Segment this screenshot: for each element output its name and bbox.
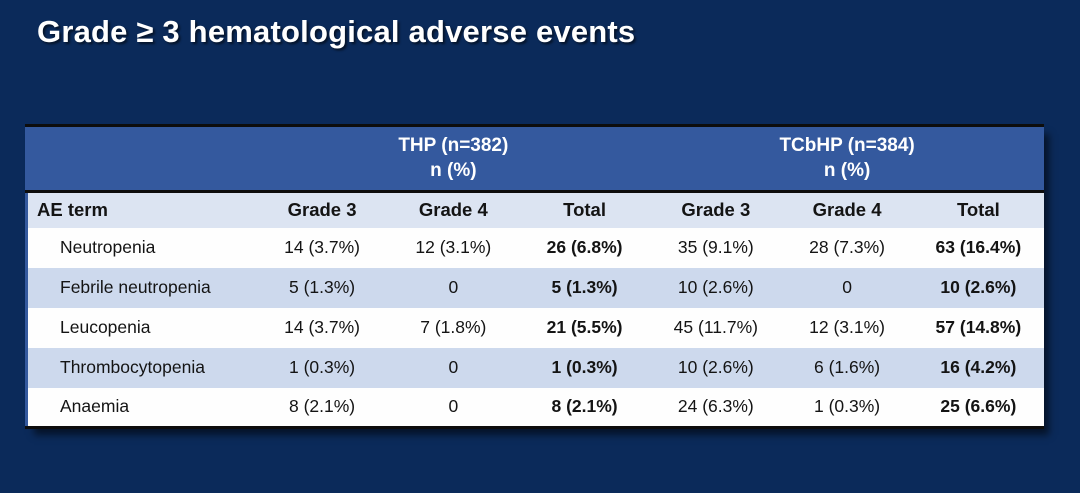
group-sublabel-tcbhp: n (%) [823, 159, 871, 181]
group-label-thp: THP (n=382) [398, 134, 509, 156]
total-cell: 8 (2.1%) [518, 387, 651, 428]
ae-term-cell: Neutropenia [26, 227, 257, 268]
table-row-thrombocytopenia: Thrombocytopenia 1 (0.3%) 0 1 (0.3%) 10 … [26, 347, 1044, 388]
column-header-ae-term: AE term [26, 191, 257, 228]
value-cell: 24 (6.3%) [650, 387, 782, 428]
ae-table: THP (n=382) n (%) TCbHP (n=384) n (%) AE… [25, 124, 1044, 429]
total-cell: 1 (0.3%) [518, 347, 651, 388]
column-header-thp-grade3: Grade 3 [256, 191, 388, 228]
total-cell: 63 (16.4%) [912, 227, 1044, 268]
value-cell: 0 [387, 347, 519, 388]
ae-term-cell: Anaemia [26, 387, 257, 428]
value-cell: 12 (3.1%) [387, 227, 519, 268]
table-row-leucopenia: Leucopenia 14 (3.7%) 7 (1.8%) 21 (5.5%) … [26, 307, 1044, 348]
column-header-tcbhp-grade3: Grade 3 [650, 191, 782, 228]
value-cell: 7 (1.8%) [387, 307, 519, 348]
value-cell: 6 (1.6%) [781, 347, 913, 388]
total-cell: 21 (5.5%) [518, 307, 651, 348]
value-cell: 14 (3.7%) [256, 307, 388, 348]
table-row-neutropenia: Neutropenia 14 (3.7%) 12 (3.1%) 26 (6.8%… [26, 227, 1044, 268]
value-cell: 0 [781, 267, 913, 308]
table-row-anaemia: Anaemia 8 (2.1%) 0 8 (2.1%) 24 (6.3%) 1 … [26, 387, 1044, 428]
value-cell: 0 [387, 387, 519, 428]
group-label-tcbhp: TCbHP (n=384) [779, 134, 915, 156]
value-cell: 28 (7.3%) [781, 227, 913, 268]
value-cell: 12 (3.1%) [781, 307, 913, 348]
ae-term-cell: Leucopenia [26, 307, 257, 348]
value-cell: 10 (2.6%) [650, 267, 782, 308]
ae-term-cell: Febrile neutropenia [26, 267, 257, 308]
group-header-thp: THP (n=382) n (%) [256, 125, 651, 193]
group-sublabel-thp: n (%) [430, 159, 477, 181]
total-cell: 5 (1.3%) [518, 267, 651, 308]
adverse-events-table: THP (n=382) n (%) TCbHP (n=384) n (%) AE… [25, 124, 1044, 429]
value-cell: 14 (3.7%) [256, 227, 388, 268]
page-title: Grade ≥ 3 hematological adverse events [37, 14, 636, 49]
column-header-thp-grade4: Grade 4 [387, 191, 519, 228]
total-cell: 26 (6.8%) [518, 227, 651, 268]
ae-term-cell: Thrombocytopenia [26, 347, 257, 388]
total-cell: 16 (4.2%) [912, 347, 1044, 388]
column-header-tcbhp-grade4: Grade 4 [781, 191, 913, 228]
value-cell: 35 (9.1%) [650, 227, 782, 268]
group-header-empty-cell [26, 125, 257, 193]
total-cell: 10 (2.6%) [912, 267, 1044, 308]
value-cell: 1 (0.3%) [256, 347, 388, 388]
column-header-thp-total: Total [518, 191, 651, 228]
value-cell: 5 (1.3%) [256, 267, 388, 308]
total-cell: 25 (6.6%) [912, 387, 1044, 428]
group-header-tcbhp: TCbHP (n=384) n (%) [650, 125, 1044, 193]
table-row-febrile-neutropenia: Febrile neutropenia 5 (1.3%) 0 5 (1.3%) … [26, 267, 1044, 308]
treatment-group-header-row: THP (n=382) n (%) TCbHP (n=384) n (%) [26, 125, 1044, 193]
value-cell: 0 [387, 267, 519, 308]
value-cell: 10 (2.6%) [650, 347, 782, 388]
column-header-tcbhp-total: Total [912, 191, 1044, 228]
value-cell: 8 (2.1%) [256, 387, 388, 428]
total-cell: 57 (14.8%) [912, 307, 1044, 348]
value-cell: 1 (0.3%) [781, 387, 913, 428]
column-header-row: AE term Grade 3 Grade 4 Total Grade 3 Gr… [26, 191, 1044, 228]
value-cell: 45 (11.7%) [650, 307, 782, 348]
